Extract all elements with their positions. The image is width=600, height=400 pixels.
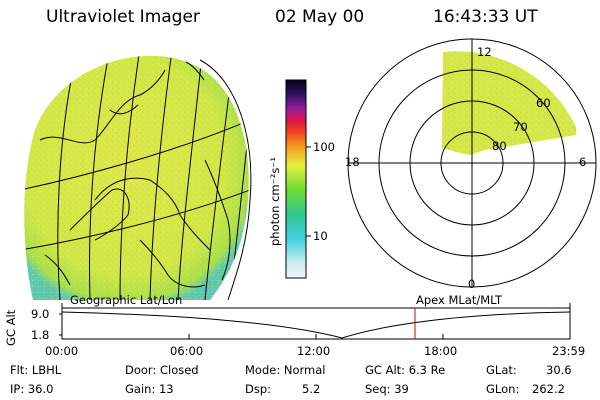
timeline-xtick-1: 06:00 <box>170 344 204 358</box>
info-glon-value: 262.2 <box>532 382 565 396</box>
colorbar-unit-label: photon cm⁻²s⁻¹ <box>268 157 282 246</box>
timeline-ytick-bottom: 1.8 <box>31 328 50 342</box>
earth-image <box>24 55 252 301</box>
info-ip: IP: 36.0 <box>10 382 54 396</box>
instrument-title: Ultraviolet Imager <box>46 7 200 27</box>
info-glat-value: 30.6 <box>546 363 572 377</box>
colorbar-tick-100: 100 <box>313 140 335 154</box>
info-door: Door: Closed <box>125 363 199 377</box>
colorbar <box>285 79 311 279</box>
info-gcalt: GC Alt: 6.3 Re <box>365 363 446 377</box>
lat-label-80: 80 <box>492 139 507 153</box>
mlt-label-0: 0 <box>468 277 476 291</box>
lat-label-60: 60 <box>536 96 551 110</box>
timeline-plot <box>59 303 571 340</box>
info-glon-label: GLon: <box>486 382 520 396</box>
date-label: 02 May 00 <box>275 7 365 27</box>
timeline-xtick-2: 12:00 <box>297 344 331 358</box>
lat-label-70: 70 <box>513 120 528 134</box>
timeline-left-title: Geographic Lat/Lon <box>70 293 183 307</box>
timeline-right-title: Apex MLat/MLT <box>416 293 503 307</box>
colorbar-tick-10: 10 <box>313 229 328 243</box>
polar-plot <box>347 38 597 288</box>
timeline-xtick-4: 23:59 <box>552 344 586 358</box>
mlt-label-6: 6 <box>579 155 587 169</box>
info-gain: Gain: 13 <box>125 382 174 396</box>
timeline-xtick-0: 00:00 <box>45 344 79 358</box>
timeline-xtick-3: 18:00 <box>424 344 458 358</box>
info-seq: Seq: 39 <box>365 382 409 396</box>
info-flt: Flt: LBHL <box>10 363 62 377</box>
mlt-label-18: 18 <box>345 155 360 169</box>
info-mode: Mode: Normal <box>245 363 326 377</box>
mlt-label-12: 12 <box>477 45 492 59</box>
info-dsp-label: Dsp: <box>245 382 272 396</box>
timeline-ylabel: GC Alt <box>4 309 18 346</box>
info-glat-label: GLat: <box>486 363 517 377</box>
info-dsp-value: 5.2 <box>302 382 321 396</box>
timeline-ytick-top: 9.0 <box>31 307 50 321</box>
time-label: 16:43:33 UT <box>433 7 538 27</box>
